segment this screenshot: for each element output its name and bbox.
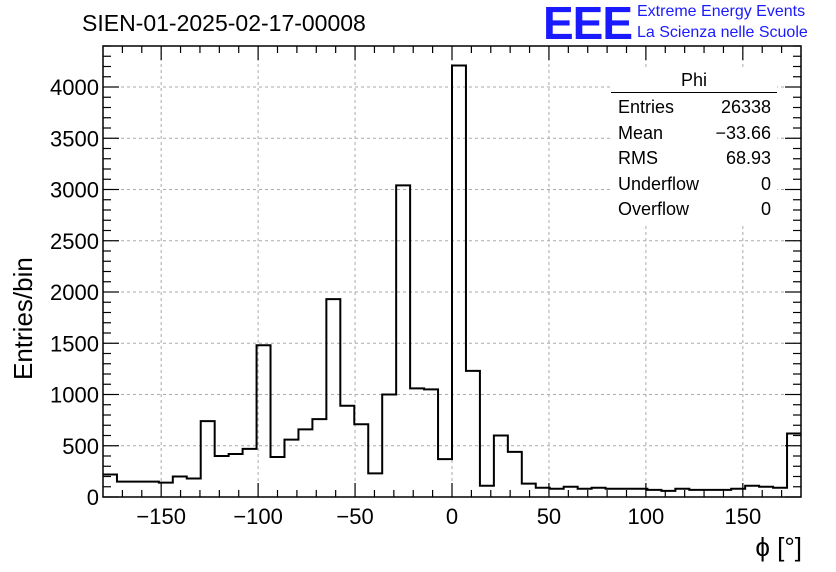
- y-tick-label: 500: [62, 434, 99, 459]
- stats-rows: Entries 26338 Mean −33.66 RMS 68.93 Underflow 0…: [611, 95, 777, 223]
- plot-title: SIEN-01-2025-02-17-00008: [82, 10, 366, 36]
- x-tick-label: −150: [136, 504, 186, 529]
- x-tick-labels: −150 −100 −50 0 50 100 150: [136, 504, 761, 529]
- stats-row: Mean −33.66: [611, 121, 777, 147]
- stats-row: RMS 68.93: [611, 146, 777, 172]
- stats-row: Underflow 0: [611, 172, 777, 198]
- stats-row: Overflow 0: [611, 197, 777, 223]
- x-axis-label: ϕ [°]: [755, 532, 802, 562]
- stats-box: Phi Entries 26338 Mean −33.66 RMS 68.93 Underf…: [611, 70, 777, 223]
- y-tick-label: 0: [87, 485, 99, 510]
- x-tick-label: 0: [446, 504, 458, 529]
- histogram-outline: [103, 64, 801, 492]
- stats-title: Phi: [611, 70, 777, 93]
- y-tick-label: 1000: [50, 383, 99, 408]
- stats-row-value: 0: [760, 199, 771, 219]
- x-tick-label: 50: [537, 504, 561, 529]
- stats-row-label: Entries: [618, 97, 675, 117]
- stats-row-label: Overflow: [618, 199, 690, 219]
- eee-logo: EEE: [543, 0, 633, 49]
- stats-row-value: 0: [760, 173, 771, 194]
- stats-row-value: 26338: [720, 97, 771, 117]
- stats-row: Entries 26338: [611, 95, 777, 121]
- y-tick-label: 2000: [50, 280, 99, 305]
- y-tick-label: 3000: [50, 178, 99, 203]
- stats-row-value: −33.66: [715, 122, 771, 143]
- y-tick-label: 4000: [50, 75, 99, 100]
- y-axis-label: Entries/bin: [8, 257, 38, 380]
- logo-caption-line1: Extreme Energy Events: [637, 3, 806, 20]
- x-tick-label: −100: [233, 504, 283, 529]
- logo-caption-line2: La Scienza nelle Scuole: [637, 24, 808, 41]
- stats-row-value: 68.93: [725, 148, 771, 168]
- stats-row-label: Mean: [618, 122, 664, 143]
- x-tick-label: 150: [724, 504, 761, 529]
- x-tick-label: 100: [628, 504, 665, 529]
- axis-ticks: [103, 45, 801, 498]
- stats-row-label: RMS: [618, 148, 658, 168]
- y-tick-label: 3500: [50, 126, 99, 151]
- x-tick-label: −50: [336, 504, 373, 529]
- y-tick-label: 1500: [50, 331, 99, 356]
- y-tick-label: 2500: [50, 229, 99, 254]
- y-tick-labels: 0 500 1000 1500 2000 2500 3000 3500 4000: [50, 75, 99, 510]
- stats-row-label: Underflow: [618, 173, 700, 194]
